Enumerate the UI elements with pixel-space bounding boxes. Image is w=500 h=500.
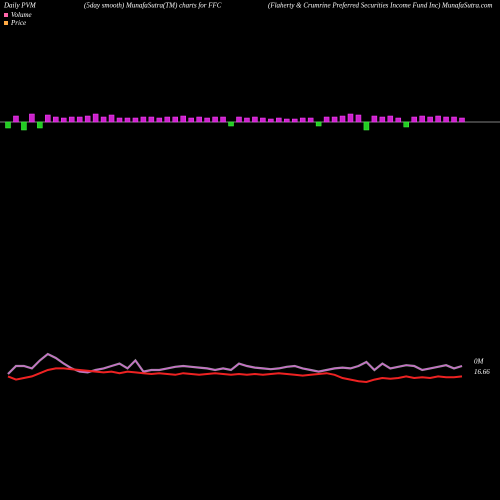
volume-bar (244, 117, 250, 123)
volume-bar (13, 115, 19, 123)
chart-caption: (Flaherty & Crumrine Preferred Securitie… (268, 2, 492, 10)
volume-bar (451, 116, 457, 123)
volume-bar (53, 116, 59, 123)
volume-bar (371, 115, 378, 123)
volume-bar (172, 116, 179, 123)
volume-bar (21, 121, 27, 131)
volume-bar (124, 117, 131, 123)
volume-bar (148, 116, 155, 123)
volume-bar (108, 114, 115, 123)
volume-bar (61, 117, 67, 123)
legend-swatch (4, 13, 8, 17)
volume-bar (419, 115, 425, 123)
volume-bar (355, 114, 362, 123)
volume-bar (156, 117, 163, 123)
volume-bar (379, 116, 386, 123)
volume-bar (196, 116, 202, 123)
price-line (7, 367, 463, 384)
volume-bar (276, 117, 282, 123)
volume-bar (252, 116, 258, 123)
volume-bar (132, 117, 139, 123)
volume-bar (29, 113, 35, 123)
end-label: 0M (474, 358, 485, 366)
volume-bar (220, 116, 226, 123)
volume-bar (116, 117, 123, 123)
volume-bar (140, 116, 147, 123)
volume-bar (68, 116, 75, 123)
volume-bar (84, 115, 91, 123)
volume-bar (443, 116, 449, 123)
volume-bar (284, 118, 290, 123)
volume-bar (260, 117, 266, 123)
chart-title: Daily PVM (3, 2, 37, 10)
volume-bar (339, 115, 346, 123)
volume-line (7, 353, 463, 375)
volume-bar (307, 117, 314, 123)
volume-bar (323, 116, 330, 123)
volume-bar (395, 117, 402, 123)
legend-label: Price (10, 19, 26, 27)
volume-bar (347, 113, 354, 123)
legend-label: Volume (11, 11, 32, 19)
volume-bar (236, 116, 242, 123)
chart-subtitle: (5day smooth) MunafaSutra(TM) charts for… (84, 2, 222, 10)
volume-bar (188, 117, 194, 123)
volume-bar (212, 116, 218, 123)
volume-bar (299, 117, 306, 123)
volume-bar (228, 121, 234, 127)
volume-bar (76, 116, 83, 123)
volume-bar (459, 117, 465, 123)
volume-bar (435, 115, 441, 123)
volume-bar (331, 116, 338, 123)
volume-bar (37, 121, 43, 129)
volume-bar (363, 121, 370, 131)
volume-bar (92, 113, 99, 123)
volume-bar (268, 118, 274, 123)
volume-bar (387, 115, 394, 123)
volume-bar (411, 116, 417, 123)
end-label: 16.66 (474, 368, 490, 376)
volume-bar (204, 117, 210, 123)
volume-bar (403, 121, 409, 128)
volume-bar (427, 116, 433, 123)
volume-bar (291, 118, 298, 123)
volume-bar (5, 121, 11, 129)
volume-bar (180, 115, 186, 123)
legend-swatch (4, 21, 8, 25)
volume-bar (100, 116, 107, 123)
volume-bar (315, 121, 322, 127)
volume-bar (164, 116, 171, 123)
volume-bar (45, 114, 51, 123)
